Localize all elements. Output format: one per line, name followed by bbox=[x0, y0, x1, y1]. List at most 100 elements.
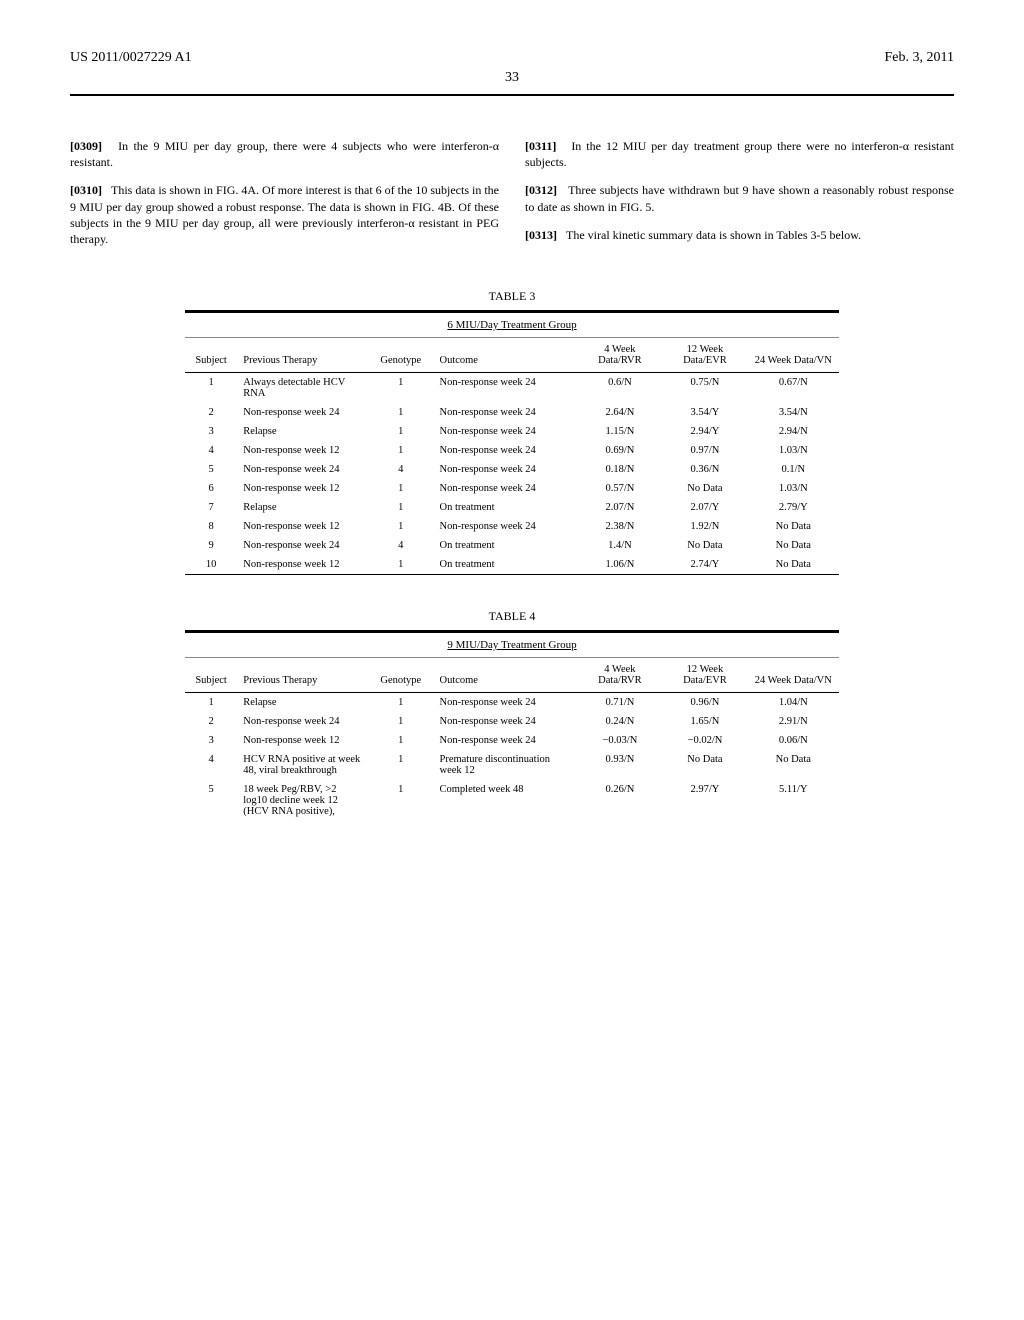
para-label: [0310] bbox=[70, 183, 102, 197]
para-label: [0313] bbox=[525, 228, 557, 242]
table-cell: 3 bbox=[185, 422, 237, 441]
table-cell: 2.91/N bbox=[747, 712, 839, 731]
table-cell: Non-response week 24 bbox=[237, 460, 368, 479]
table-cell: 1.06/N bbox=[577, 555, 662, 574]
table-cell: No Data bbox=[662, 536, 747, 555]
table-row: 518 week Peg/RBV, >2 log10 decline week … bbox=[185, 780, 839, 821]
table-cell: Premature discontinuation week 12 bbox=[433, 750, 577, 780]
col-header: 4 Week Data/RVR bbox=[577, 658, 662, 693]
table-row: 5Non-response week 244Non-response week … bbox=[185, 460, 839, 479]
table-cell: Relapse bbox=[237, 422, 368, 441]
table-cell: 1 bbox=[368, 750, 433, 780]
table-row: 8Non-response week 121Non-response week … bbox=[185, 517, 839, 536]
table-cell: Non-response week 24 bbox=[433, 517, 577, 536]
table-cell: 3.54/N bbox=[747, 403, 839, 422]
table-row: 10Non-response week 121On treatment1.06/… bbox=[185, 555, 839, 574]
table-cell: Completed week 48 bbox=[433, 780, 577, 821]
table-cell: 5.11/Y bbox=[747, 780, 839, 821]
table-row: 1Always detectable HCV RNA1Non-response … bbox=[185, 373, 839, 404]
table-header-row: Subject Previous Therapy Genotype Outcom… bbox=[185, 338, 839, 373]
table-cell: 1 bbox=[368, 479, 433, 498]
table-cell: 9 bbox=[185, 536, 237, 555]
col-header: 4 Week Data/RVR bbox=[577, 338, 662, 373]
col-header: Genotype bbox=[368, 658, 433, 693]
table-3-title: 6 MIU/Day Treatment Group bbox=[185, 312, 839, 338]
table-cell: 0.97/N bbox=[662, 441, 747, 460]
table-cell: Non-response week 24 bbox=[433, 712, 577, 731]
col-header: Outcome bbox=[433, 658, 577, 693]
table-cell: Always detectable HCV RNA bbox=[237, 373, 368, 404]
table-cell: 18 week Peg/RBV, >2 log10 decline week 1… bbox=[237, 780, 368, 821]
table-cell: 2.07/N bbox=[577, 498, 662, 517]
table-cell: 0.36/N bbox=[662, 460, 747, 479]
table-cell: Non-response week 24 bbox=[237, 712, 368, 731]
table-cell: 1 bbox=[368, 422, 433, 441]
table-cell: 0.1/N bbox=[747, 460, 839, 479]
col-header: Subject bbox=[185, 658, 237, 693]
table-3-caption: TABLE 3 bbox=[185, 289, 839, 304]
paragraph: [0313] The viral kinetic summary data is… bbox=[525, 227, 954, 243]
table-cell: 1 bbox=[368, 712, 433, 731]
header-rule bbox=[70, 94, 954, 96]
paragraph: [0311] In the 12 MIU per day treatment g… bbox=[525, 138, 954, 170]
table-cell: 3 bbox=[185, 731, 237, 750]
table-3-wrap: TABLE 3 6 MIU/Day Treatment Group Subjec… bbox=[185, 289, 839, 575]
table-row: 2Non-response week 241Non-response week … bbox=[185, 712, 839, 731]
table-cell: 1 bbox=[368, 555, 433, 574]
table-cell: Non-response week 24 bbox=[433, 479, 577, 498]
paragraph: [0310] This data is shown in FIG. 4A. Of… bbox=[70, 182, 499, 247]
page-header: US 2011/0027229 A1 Feb. 3, 2011 bbox=[70, 50, 954, 66]
col-header: Genotype bbox=[368, 338, 433, 373]
table-row: 3Relapse1Non-response week 241.15/N2.94/… bbox=[185, 422, 839, 441]
table-cell: No Data bbox=[747, 536, 839, 555]
table-cell: Non-response week 24 bbox=[237, 536, 368, 555]
table-cell: 1 bbox=[185, 373, 237, 404]
table-cell: 0.67/N bbox=[747, 373, 839, 404]
table-cell: On treatment bbox=[433, 536, 577, 555]
table-cell: 3.54/Y bbox=[662, 403, 747, 422]
table-cell: 10 bbox=[185, 555, 237, 574]
table-cell: 0.06/N bbox=[747, 731, 839, 750]
table-cell: Relapse bbox=[237, 693, 368, 713]
table-cell: 2.07/Y bbox=[662, 498, 747, 517]
table-cell: 4 bbox=[185, 441, 237, 460]
table-cell: Non-response week 12 bbox=[237, 731, 368, 750]
table-cell: 1.03/N bbox=[747, 479, 839, 498]
left-column: [0309] In the 9 MIU per day group, there… bbox=[70, 126, 499, 259]
table-3: Subject Previous Therapy Genotype Outcom… bbox=[185, 338, 839, 574]
para-label: [0311] bbox=[525, 139, 556, 153]
table-header-row: Subject Previous Therapy Genotype Outcom… bbox=[185, 658, 839, 693]
body-columns: [0309] In the 9 MIU per day group, there… bbox=[70, 126, 954, 259]
table-cell: 2.74/Y bbox=[662, 555, 747, 574]
table-cell: 0.26/N bbox=[577, 780, 662, 821]
table-cell: 0.93/N bbox=[577, 750, 662, 780]
paragraph: [0309] In the 9 MIU per day group, there… bbox=[70, 138, 499, 170]
col-header: Outcome bbox=[433, 338, 577, 373]
table-cell: 1.65/N bbox=[662, 712, 747, 731]
col-header: Previous Therapy bbox=[237, 658, 368, 693]
col-header: 24 Week Data/VN bbox=[747, 658, 839, 693]
table-cell: 7 bbox=[185, 498, 237, 517]
table-row: 6Non-response week 121Non-response week … bbox=[185, 479, 839, 498]
para-text: Three subjects have withdrawn but 9 have… bbox=[525, 183, 954, 213]
pub-date: Feb. 3, 2011 bbox=[885, 50, 954, 66]
table-cell: 2 bbox=[185, 712, 237, 731]
table-cell: Non-response week 12 bbox=[237, 517, 368, 536]
table-cell: No Data bbox=[662, 479, 747, 498]
table-cell: Non-response week 24 bbox=[433, 441, 577, 460]
page-number: 33 bbox=[70, 70, 954, 86]
table-cell: 1 bbox=[368, 780, 433, 821]
table-cell: 1 bbox=[368, 731, 433, 750]
table-cell: No Data bbox=[747, 517, 839, 536]
table-cell: 4 bbox=[368, 536, 433, 555]
table-cell: −0.02/N bbox=[662, 731, 747, 750]
doc-number: US 2011/0027229 A1 bbox=[70, 50, 192, 66]
table-cell: 1 bbox=[368, 498, 433, 517]
table-cell: 6 bbox=[185, 479, 237, 498]
col-header: 12 Week Data/EVR bbox=[662, 658, 747, 693]
table-cell: 5 bbox=[185, 780, 237, 821]
table-cell: −0.03/N bbox=[577, 731, 662, 750]
table-cell: 2.79/Y bbox=[747, 498, 839, 517]
table-cell: 1 bbox=[368, 441, 433, 460]
table-cell: 0.69/N bbox=[577, 441, 662, 460]
